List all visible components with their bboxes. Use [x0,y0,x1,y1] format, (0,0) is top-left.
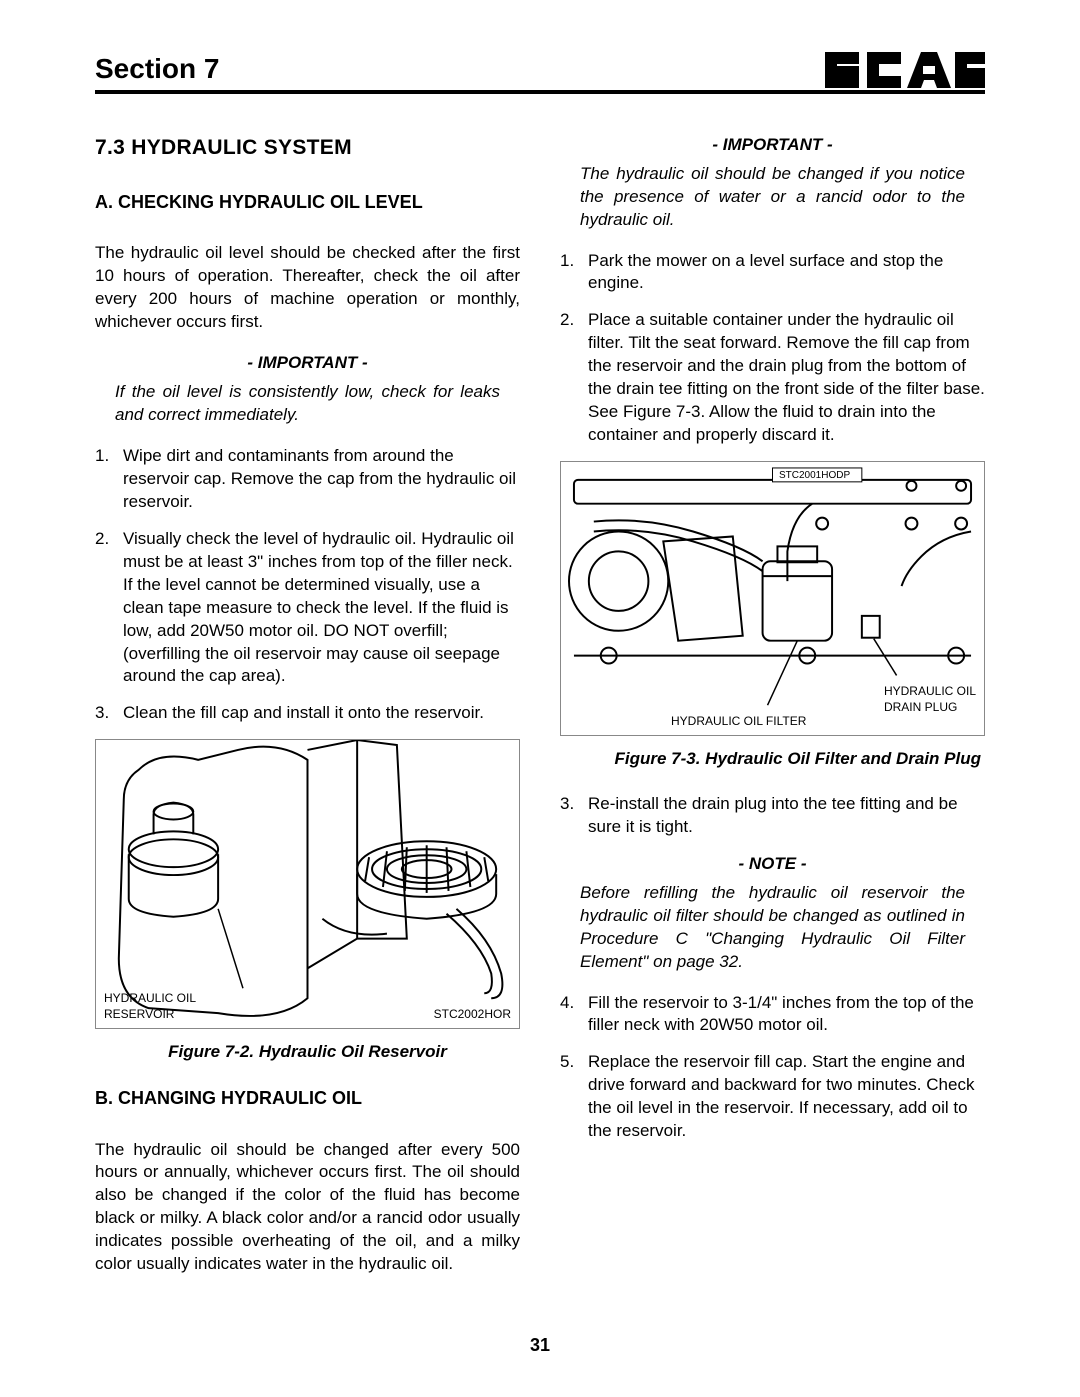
fig2-reservoir-label: HYDRAULIC OIL RESERVOIR [104,990,196,1022]
left-column: 7.3 HYDRAULIC SYSTEM A. CHECKING HYDRAUL… [95,134,520,1294]
step-item: Fill the reservoir to 3-1/4" inches from… [560,992,985,1038]
steps-list-b2: Re-install the drain plug into the tee f… [560,793,985,839]
fig2-code: STC2002HOR [434,1006,511,1022]
fig3-plug-label: HYDRAULIC OIL DRAIN PLUG [884,683,976,715]
step-item: Wipe dirt and contaminants from around t… [95,445,520,514]
important-a-body: If the oil level is consistently low, ch… [95,381,520,427]
step-item: Visually check the level of hydraulic oi… [95,528,520,689]
page-number: 31 [0,1333,1080,1357]
fig3-caption: Figure 7-3. Hydraulic Oil Filter and Dra… [560,748,985,771]
subsection-b-title: B. CHANGING HYDRAULIC OIL [95,1086,520,1110]
important-b-body: The hydraulic oil should be changed if y… [560,163,985,232]
intro-paragraph-b: The hydraulic oil should be changed afte… [95,1139,520,1277]
right-column: - IMPORTANT - The hydraulic oil should b… [560,134,985,1294]
section-title: 7.3 HYDRAULIC SYSTEM [95,134,520,162]
intro-paragraph-a: The hydraulic oil level should be checke… [95,242,520,334]
page-header: Section 7 [95,50,985,94]
fig3-filter-label: HYDRAULIC OIL FILTER [671,713,806,729]
note-body: Before refilling the hydraulic oil reser… [560,882,985,974]
steps-list-b1: Park the mower on a level surface and st… [560,250,985,448]
important-b-heading: - IMPORTANT - [560,134,985,157]
figure-7-3: STC2001HODP HYDRAULIC OIL FILTER HYDRAUL… [560,461,985,771]
reservoir-diagram-icon [96,740,519,1028]
step-item: Place a suitable container under the hyd… [560,309,985,447]
step-item: Re-install the drain plug into the tee f… [560,793,985,839]
subsection-a-title: A. CHECKING HYDRAULIC OIL LEVEL [95,190,520,214]
step-item: Replace the reservoir fill cap. Start th… [560,1051,985,1143]
section-label: Section 7 [95,50,219,88]
important-a-heading: - IMPORTANT - [95,352,520,375]
fig3-code: STC2001HODP [779,469,850,483]
scag-logo [825,52,985,88]
steps-list-a: Wipe dirt and contaminants from around t… [95,445,520,725]
note-heading: - NOTE - [560,853,985,876]
figure-7-2-illustration: HYDRAULIC OIL RESERVOIR STC2002HOR [95,739,520,1029]
figure-7-3-illustration: STC2001HODP HYDRAULIC OIL FILTER HYDRAUL… [560,461,985,736]
content-columns: 7.3 HYDRAULIC SYSTEM A. CHECKING HYDRAUL… [95,134,985,1294]
steps-list-b3: Fill the reservoir to 3-1/4" inches from… [560,992,985,1144]
figure-7-2: HYDRAULIC OIL RESERVOIR STC2002HOR Figur… [95,739,520,1064]
fig2-caption: Figure 7-2. Hydraulic Oil Reservoir [95,1041,520,1064]
step-item: Clean the fill cap and install it onto t… [95,702,520,725]
step-item: Park the mower on a level surface and st… [560,250,985,296]
